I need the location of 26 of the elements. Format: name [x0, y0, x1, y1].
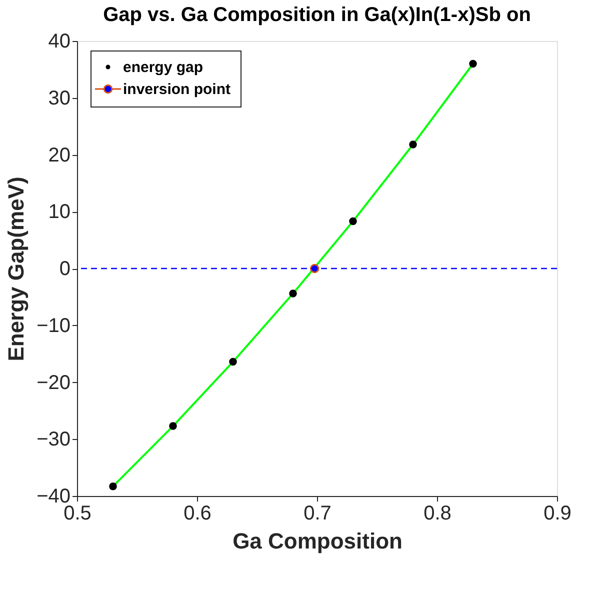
point	[310, 264, 320, 274]
y-axis-title: Energy Gap(meV)	[4, 176, 29, 362]
legend-label: energy gap	[123, 59, 204, 76]
x-tick-label: 0.8	[424, 502, 452, 524]
y-tick-label: 40	[48, 30, 70, 52]
y-tick-label: −20	[36, 372, 70, 394]
chart-title: Gap vs. Ga Composition in Ga(x)In(1-x)Sb on	[103, 4, 531, 26]
y-tick-label: 10	[48, 201, 70, 224]
x-tick-label: 0.6	[184, 502, 212, 524]
y-tick-label: 20	[48, 144, 70, 166]
x-tick-label: 0.7	[304, 502, 332, 524]
x-tick-label: 0.9	[544, 502, 572, 524]
x-tick-label: 0.5	[64, 502, 92, 524]
legend-label: inversion point	[123, 81, 231, 98]
point	[409, 140, 417, 148]
y-tick-label: −10	[36, 314, 70, 337]
x-axis-title: Ga Composition	[232, 528, 402, 554]
y-tick-label: 30	[48, 87, 70, 110]
point	[109, 482, 117, 490]
point	[349, 217, 357, 226]
point	[169, 422, 177, 430]
point	[469, 60, 477, 68]
point	[289, 290, 297, 298]
y-tick-label: 0	[59, 258, 70, 280]
point	[229, 358, 237, 366]
y-tick-label: −30	[36, 428, 70, 451]
